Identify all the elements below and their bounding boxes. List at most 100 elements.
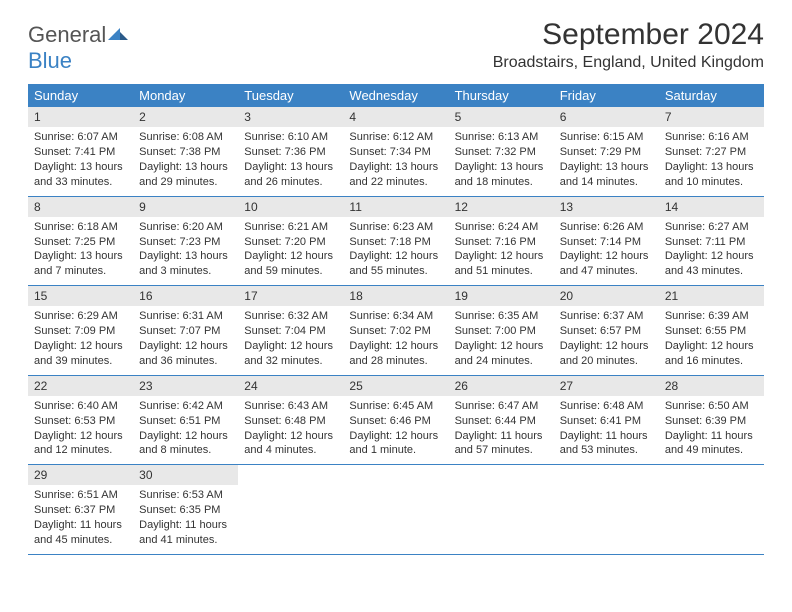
day-number: 25 — [343, 376, 448, 396]
day-number: 23 — [133, 376, 238, 396]
daylight-text: Daylight: 12 hours — [665, 339, 758, 354]
daylight-text: and 28 minutes. — [349, 354, 442, 369]
daylight-text: and 26 minutes. — [244, 175, 337, 190]
sunrise-text: Sunrise: 6:27 AM — [665, 220, 758, 235]
daylight-text: and 3 minutes. — [139, 264, 232, 279]
sunrise-text: Sunrise: 6:29 AM — [34, 309, 127, 324]
day-body: Sunrise: 6:21 AMSunset: 7:20 PMDaylight:… — [238, 217, 343, 285]
day-body: Sunrise: 6:48 AMSunset: 6:41 PMDaylight:… — [554, 396, 659, 464]
day-body: Sunrise: 6:39 AMSunset: 6:55 PMDaylight:… — [659, 306, 764, 374]
daylight-text: and 36 minutes. — [139, 354, 232, 369]
daylight-text: Daylight: 13 hours — [139, 160, 232, 175]
day-number: 28 — [659, 376, 764, 396]
daylight-text: Daylight: 12 hours — [349, 339, 442, 354]
sunset-text: Sunset: 7:29 PM — [560, 145, 653, 160]
day-cell: 11Sunrise: 6:23 AMSunset: 7:18 PMDayligh… — [343, 197, 448, 286]
week-row: 1Sunrise: 6:07 AMSunset: 7:41 PMDaylight… — [28, 107, 764, 197]
day-cell: 25Sunrise: 6:45 AMSunset: 6:46 PMDayligh… — [343, 376, 448, 465]
daylight-text: Daylight: 12 hours — [34, 429, 127, 444]
sunset-text: Sunset: 7:20 PM — [244, 235, 337, 250]
daylight-text: Daylight: 11 hours — [665, 429, 758, 444]
day-cell — [343, 465, 448, 554]
day-number: 12 — [449, 197, 554, 217]
day-number: 18 — [343, 286, 448, 306]
daylight-text: and 22 minutes. — [349, 175, 442, 190]
day-number: 16 — [133, 286, 238, 306]
daylight-text: and 47 minutes. — [560, 264, 653, 279]
daylight-text: and 53 minutes. — [560, 443, 653, 458]
sunrise-text: Sunrise: 6:13 AM — [455, 130, 548, 145]
day-number — [659, 465, 764, 469]
daylight-text: and 51 minutes. — [455, 264, 548, 279]
sunrise-text: Sunrise: 6:08 AM — [139, 130, 232, 145]
daylight-text: and 4 minutes. — [244, 443, 337, 458]
day-cell: 30Sunrise: 6:53 AMSunset: 6:35 PMDayligh… — [133, 465, 238, 554]
sunrise-text: Sunrise: 6:16 AM — [665, 130, 758, 145]
daylight-text: and 33 minutes. — [34, 175, 127, 190]
day-number: 17 — [238, 286, 343, 306]
day-number: 2 — [133, 107, 238, 127]
daylight-text: and 1 minute. — [349, 443, 442, 458]
day-cell: 29Sunrise: 6:51 AMSunset: 6:37 PMDayligh… — [28, 465, 133, 554]
daylight-text: Daylight: 12 hours — [665, 249, 758, 264]
sunrise-text: Sunrise: 6:53 AM — [139, 488, 232, 503]
day-cell: 26Sunrise: 6:47 AMSunset: 6:44 PMDayligh… — [449, 376, 554, 465]
daylight-text: and 59 minutes. — [244, 264, 337, 279]
day-number: 7 — [659, 107, 764, 127]
daylight-text: Daylight: 12 hours — [244, 249, 337, 264]
day-cell: 23Sunrise: 6:42 AMSunset: 6:51 PMDayligh… — [133, 376, 238, 465]
day-body: Sunrise: 6:13 AMSunset: 7:32 PMDaylight:… — [449, 127, 554, 195]
sunrise-text: Sunrise: 6:42 AM — [139, 399, 232, 414]
day-cell: 19Sunrise: 6:35 AMSunset: 7:00 PMDayligh… — [449, 286, 554, 375]
day-cell: 7Sunrise: 6:16 AMSunset: 7:27 PMDaylight… — [659, 107, 764, 196]
daylight-text: and 45 minutes. — [34, 533, 127, 548]
day-number: 21 — [659, 286, 764, 306]
day-number — [343, 465, 448, 469]
daylight-text: and 20 minutes. — [560, 354, 653, 369]
sunset-text: Sunset: 7:41 PM — [34, 145, 127, 160]
day-cell: 22Sunrise: 6:40 AMSunset: 6:53 PMDayligh… — [28, 376, 133, 465]
day-number: 5 — [449, 107, 554, 127]
day-body: Sunrise: 6:45 AMSunset: 6:46 PMDaylight:… — [343, 396, 448, 464]
day-body: Sunrise: 6:26 AMSunset: 7:14 PMDaylight:… — [554, 217, 659, 285]
day-number: 30 — [133, 465, 238, 485]
day-number: 19 — [449, 286, 554, 306]
logo-text-1: General — [28, 22, 106, 47]
week-row: 15Sunrise: 6:29 AMSunset: 7:09 PMDayligh… — [28, 286, 764, 376]
daylight-text: Daylight: 13 hours — [244, 160, 337, 175]
day-body: Sunrise: 6:08 AMSunset: 7:38 PMDaylight:… — [133, 127, 238, 195]
day-body: Sunrise: 6:37 AMSunset: 6:57 PMDaylight:… — [554, 306, 659, 374]
day-number: 10 — [238, 197, 343, 217]
daylight-text: and 18 minutes. — [455, 175, 548, 190]
sunset-text: Sunset: 6:37 PM — [34, 503, 127, 518]
day-cell: 21Sunrise: 6:39 AMSunset: 6:55 PMDayligh… — [659, 286, 764, 375]
daylight-text: Daylight: 13 hours — [34, 249, 127, 264]
daylight-text: Daylight: 13 hours — [139, 249, 232, 264]
daylight-text: Daylight: 11 hours — [34, 518, 127, 533]
day-body: Sunrise: 6:18 AMSunset: 7:25 PMDaylight:… — [28, 217, 133, 285]
day-number — [449, 465, 554, 469]
sunrise-text: Sunrise: 6:50 AM — [665, 399, 758, 414]
page-title: September 2024 — [493, 18, 764, 52]
day-body: Sunrise: 6:32 AMSunset: 7:04 PMDaylight:… — [238, 306, 343, 374]
weekday-label: Thursday — [449, 84, 554, 107]
day-body: Sunrise: 6:12 AMSunset: 7:34 PMDaylight:… — [343, 127, 448, 195]
daylight-text: and 39 minutes. — [34, 354, 127, 369]
sunrise-text: Sunrise: 6:34 AM — [349, 309, 442, 324]
day-cell: 24Sunrise: 6:43 AMSunset: 6:48 PMDayligh… — [238, 376, 343, 465]
day-number — [554, 465, 659, 469]
daylight-text: and 14 minutes. — [560, 175, 653, 190]
location-label: Broadstairs, England, United Kingdom — [493, 54, 764, 72]
day-body: Sunrise: 6:35 AMSunset: 7:00 PMDaylight:… — [449, 306, 554, 374]
weekday-header: Sunday Monday Tuesday Wednesday Thursday… — [28, 84, 764, 107]
day-number: 4 — [343, 107, 448, 127]
sunset-text: Sunset: 7:16 PM — [455, 235, 548, 250]
day-number: 26 — [449, 376, 554, 396]
sunset-text: Sunset: 6:53 PM — [34, 414, 127, 429]
sunrise-text: Sunrise: 6:21 AM — [244, 220, 337, 235]
sunrise-text: Sunrise: 6:47 AM — [455, 399, 548, 414]
sunset-text: Sunset: 7:04 PM — [244, 324, 337, 339]
daylight-text: Daylight: 11 hours — [139, 518, 232, 533]
day-number: 29 — [28, 465, 133, 485]
daylight-text: Daylight: 11 hours — [560, 429, 653, 444]
